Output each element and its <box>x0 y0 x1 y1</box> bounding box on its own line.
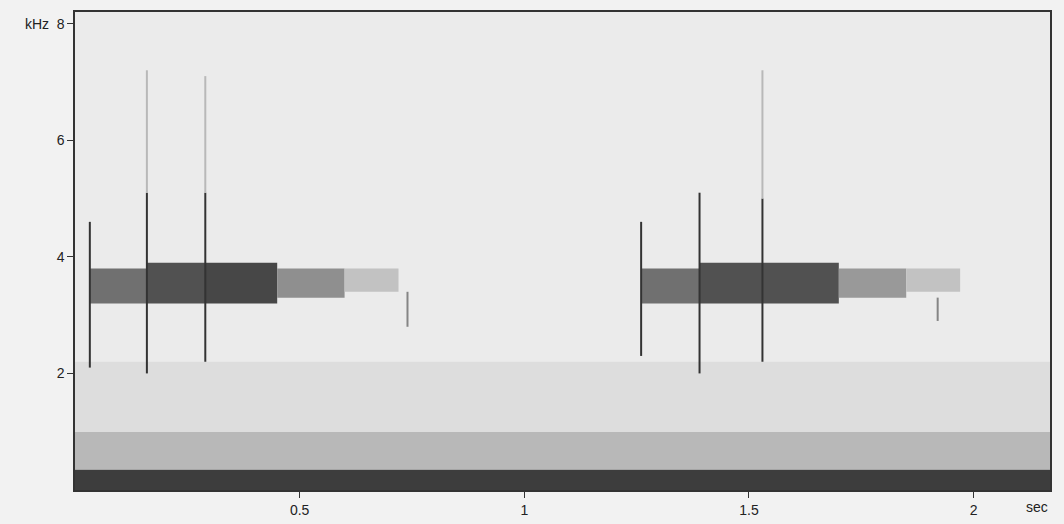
svg-text:1.5: 1.5 <box>739 502 759 518</box>
svg-text:8: 8 <box>57 16 65 32</box>
svg-text:0.5: 0.5 <box>290 502 310 518</box>
svg-text:kHz: kHz <box>25 16 49 32</box>
svg-text:6: 6 <box>57 132 65 148</box>
svg-text:2: 2 <box>970 502 978 518</box>
svg-text:4: 4 <box>57 249 65 265</box>
svg-text:sec: sec <box>1026 499 1048 515</box>
svg-text:1: 1 <box>520 502 528 518</box>
svg-text:2: 2 <box>57 365 65 381</box>
